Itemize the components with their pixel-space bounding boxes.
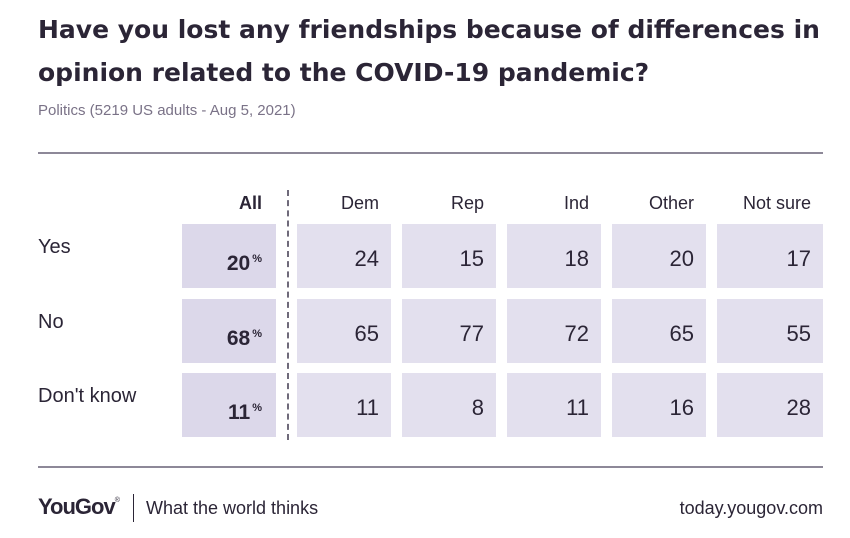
table-cell: 8 bbox=[402, 373, 496, 437]
table-cell: 18 bbox=[507, 224, 601, 288]
table-cell: 28 bbox=[717, 373, 823, 437]
footer-tagline: What the world thinks bbox=[146, 498, 319, 518]
table-cell: 72 bbox=[507, 299, 601, 363]
cell-value: 68 bbox=[226, 327, 251, 350]
table-cell: 11 bbox=[507, 373, 601, 437]
logo-mark: ® bbox=[114, 497, 120, 504]
table-cell: 77 bbox=[402, 299, 496, 363]
row-label: Yes bbox=[38, 236, 71, 258]
table-cell-all: 11% bbox=[182, 373, 276, 437]
column-header-ind: Ind bbox=[563, 193, 589, 213]
table-cell: 24 bbox=[297, 224, 391, 288]
row-label: Don't know bbox=[38, 385, 137, 407]
bottom-divider bbox=[38, 466, 823, 468]
column-header-other: Other bbox=[648, 193, 694, 213]
table-cell: 16 bbox=[612, 373, 706, 437]
percent-sign: % bbox=[252, 402, 262, 414]
cell-value: 20 bbox=[226, 252, 251, 275]
column-header-rep: Rep bbox=[450, 193, 484, 213]
footer-separator bbox=[133, 494, 134, 522]
column-header-dem: Dem bbox=[340, 193, 379, 213]
table-cell: 65 bbox=[612, 299, 706, 363]
table-cell: 20 bbox=[612, 224, 706, 288]
column-header-all: All bbox=[238, 193, 262, 213]
table-cell-all: 68% bbox=[182, 299, 276, 363]
column-header-not-sure: Not sure bbox=[742, 193, 811, 213]
chart-subtitle: Politics (5219 US adults - Aug 5, 2021) bbox=[38, 102, 296, 119]
footer-url[interactable]: today.yougov.com bbox=[679, 498, 823, 518]
yougov-logo[interactable]: YouGov® bbox=[38, 494, 120, 520]
table-cell: 15 bbox=[402, 224, 496, 288]
table-cell: 11 bbox=[297, 373, 391, 437]
percent-sign: % bbox=[252, 253, 262, 265]
table-cell-all: 20% bbox=[182, 224, 276, 288]
cell-value: 11 bbox=[228, 401, 251, 424]
table-cell: 55 bbox=[717, 299, 823, 363]
logo-text: YouGov bbox=[38, 494, 116, 519]
table-cell: 17 bbox=[717, 224, 823, 288]
table-cell: 65 bbox=[297, 299, 391, 363]
chart-title: Have you lost any friendships because of… bbox=[38, 15, 820, 87]
top-divider bbox=[38, 152, 823, 154]
row-label: No bbox=[38, 311, 64, 333]
percent-sign: % bbox=[252, 328, 262, 340]
all-column-divider bbox=[287, 190, 289, 440]
